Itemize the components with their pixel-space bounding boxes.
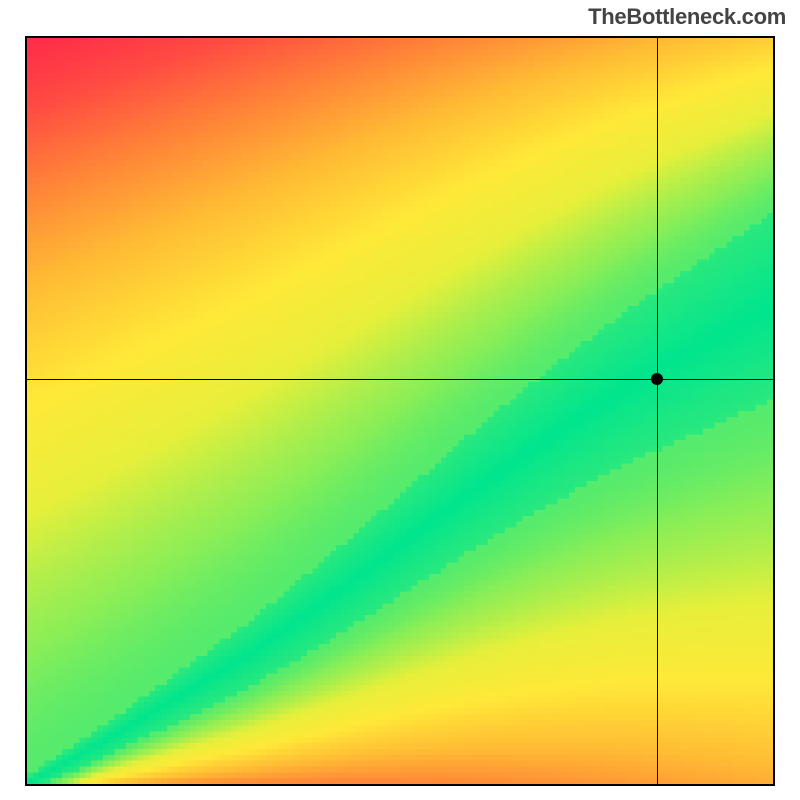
attribution-text: TheBottleneck.com <box>588 4 786 30</box>
heatmap-canvas <box>27 38 773 784</box>
crosshair-marker <box>651 373 663 385</box>
crosshair-vertical <box>657 38 658 784</box>
bottleneck-heatmap <box>25 36 775 786</box>
